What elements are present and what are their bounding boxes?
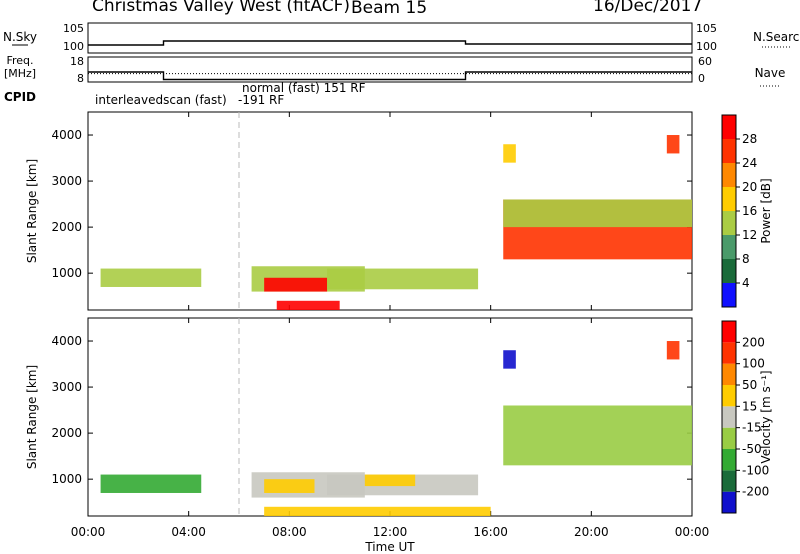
colorbar-frame [721, 320, 737, 514]
colorbar-tick-label: 15 [742, 399, 757, 413]
colorbar-segment [722, 115, 736, 139]
colorbar-tick-label: 20 [742, 180, 757, 194]
nsky-tick: 105 [63, 22, 84, 35]
colorbar-segment [722, 342, 736, 364]
nsearch-tick: 100 [696, 40, 717, 53]
colorbar-tick-label: 100 [742, 357, 765, 371]
echo-region [503, 405, 692, 466]
echo-region [264, 479, 315, 493]
nave-tick: 60 [698, 55, 712, 68]
colorbar-segment [722, 259, 736, 283]
colorbar-segment [722, 283, 736, 307]
echo-region [100, 474, 202, 493]
echo-region [503, 199, 692, 228]
nsky-label: N.Sky [3, 30, 37, 44]
colorbar-tick-label: 4 [742, 276, 750, 290]
y-tick-label: 1000 [51, 472, 82, 486]
echo-region [264, 277, 328, 292]
freq-line [88, 71, 692, 81]
x-tick-label: 20:00 [574, 525, 609, 539]
freq-label: Freq. [6, 54, 33, 67]
colorbar-segment [722, 449, 736, 471]
cpid-mode-text: interleavedscan (fast) [95, 93, 227, 107]
colorbar-label: Power [dB] [759, 178, 773, 243]
x-tick-label: 00:00 [675, 525, 710, 539]
colorbar-tick-label: 24 [742, 156, 757, 170]
colorbar-segment [722, 385, 736, 407]
y-tick-label: 3000 [51, 174, 82, 188]
freq-unit: [MHz] [4, 67, 36, 80]
echo-region [503, 144, 516, 163]
colorbar-segment [722, 321, 736, 343]
nsky-tick: 100 [63, 40, 84, 53]
colorbar-tick-label: -15 [742, 421, 762, 435]
colorbar-tick-label: -200 [742, 485, 769, 499]
colorbar-segment [722, 139, 736, 163]
colorbar-tick-label: -50 [742, 442, 762, 456]
x-tick-label: 08:00 [272, 525, 307, 539]
y-axis-label: Slant Range [km] [25, 159, 39, 263]
y-axis-label: Slant Range [km] [25, 365, 39, 469]
nave-label: Nave [755, 66, 786, 80]
colorbar-tick-label: 28 [742, 132, 757, 146]
freq-tick: 18 [70, 55, 84, 68]
nsearch-label: N.Search [753, 30, 800, 44]
colorbar-tick-label: 200 [742, 335, 765, 349]
freq-tick: 8 [77, 72, 84, 85]
cpid-label: CPID [4, 90, 36, 104]
y-tick-label: 1000 [51, 266, 82, 280]
colorbar-segment [722, 163, 736, 187]
y-tick-label: 2000 [51, 220, 82, 234]
echo-region [666, 135, 680, 154]
echo-region [364, 474, 416, 487]
nave-tick: 0 [698, 72, 705, 85]
colorbar-segment [722, 406, 736, 428]
y-tick-label: 2000 [51, 426, 82, 440]
colorbar-segment [722, 427, 736, 449]
colorbar-tick-label: 16 [742, 204, 757, 218]
echo-region [327, 268, 479, 290]
y-tick-label: 3000 [51, 380, 82, 394]
colorbar-tick-label: 50 [742, 378, 757, 392]
colorbar-segment [722, 363, 736, 385]
cpid-mode-text: -191 RF [238, 93, 284, 107]
echo-region [503, 350, 516, 369]
x-tick-label: 16:00 [473, 525, 508, 539]
colorbar-segment [722, 491, 736, 513]
y-tick-label: 4000 [51, 334, 82, 348]
colorbar-tick-label: 8 [742, 252, 750, 266]
x-tick-label: 04:00 [171, 525, 206, 539]
nsearch-tick: 105 [696, 22, 717, 35]
colorbar-segment [722, 235, 736, 259]
x-tick-label: 12:00 [373, 525, 408, 539]
colorbar-tick-label: -100 [742, 463, 769, 477]
echo-region [264, 506, 491, 516]
x-tick-label: 00:00 [71, 525, 106, 539]
colorbar-label: Velocity [m s⁻¹] [759, 370, 773, 463]
nsky-line [88, 40, 692, 46]
x-axis-label: Time UT [364, 540, 415, 554]
date-label: 16/Dec/2017 [593, 0, 703, 16]
echo-region [276, 300, 340, 310]
freq-panel-frame [87, 56, 693, 83]
cpid-mode-text: normal (fast) 151 RF [242, 81, 366, 95]
echo-region [100, 268, 202, 287]
noise-panel-frame [87, 22, 693, 54]
colorbar-tick-label: 12 [742, 228, 757, 242]
colorbar-segment [722, 211, 736, 235]
station-title: Christmas Valley West (fitACF) [92, 0, 351, 16]
echo-region [666, 341, 680, 360]
y-tick-label: 4000 [51, 128, 82, 142]
colorbar-segment [722, 187, 736, 211]
colorbar-segment [722, 470, 736, 492]
beam-label: Beam 15 [351, 0, 428, 18]
